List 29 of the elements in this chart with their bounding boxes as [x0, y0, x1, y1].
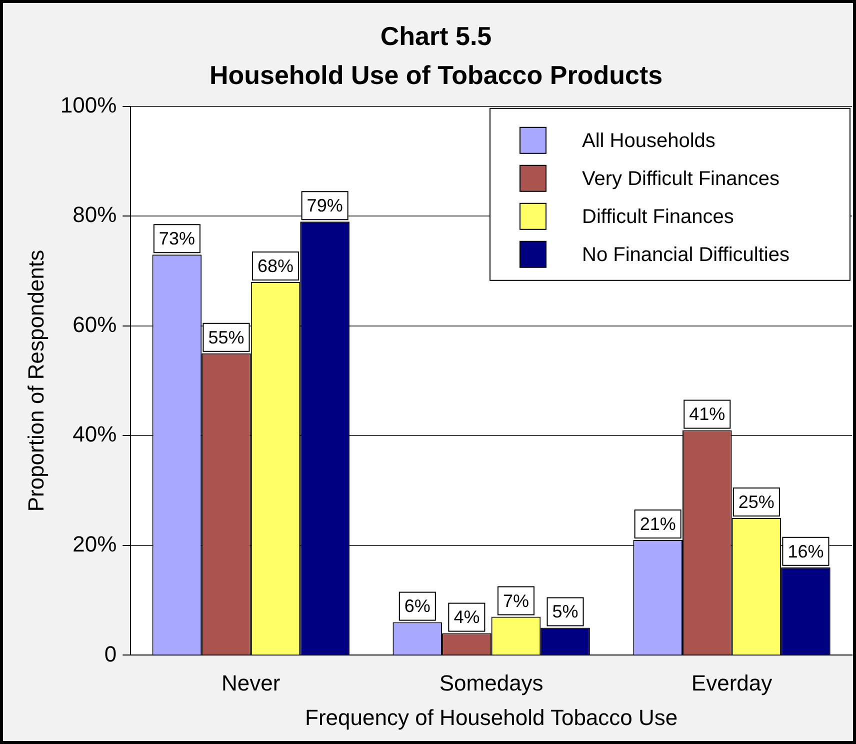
data-label: 21% — [640, 514, 676, 534]
x-tick-label: Never — [222, 670, 280, 696]
legend-label: Very Difficult Finances — [582, 168, 780, 190]
chart-title: Chart 5.5 — [380, 20, 492, 51]
y-tick-label: 60% — [72, 312, 117, 337]
legend-label: Difficult Finances — [582, 206, 734, 228]
legend-label: All Households — [582, 130, 716, 152]
y-tick-label: 80% — [72, 202, 117, 228]
data-label: 16% — [788, 541, 824, 562]
data-label: 68% — [258, 256, 294, 276]
legend-label: No Financial Difficulties — [582, 244, 790, 266]
data-label: 55% — [208, 327, 244, 348]
y-tick-label: 20% — [72, 532, 117, 557]
y-axis-title: Proportion of Respondents — [23, 250, 48, 512]
y-tick-label: 0 — [104, 641, 117, 666]
x-axis-title: Frequency of Household Tobacco Use — [305, 704, 678, 730]
data-label: 4% — [454, 607, 480, 628]
data-label: 7% — [502, 590, 529, 611]
y-tick-label: 40% — [72, 422, 117, 447]
data-label: 5% — [552, 602, 578, 622]
x-tick-label: Everday — [691, 670, 772, 696]
y-tick-label: 100% — [60, 92, 117, 118]
data-label: 41% — [689, 404, 726, 424]
data-label: 25% — [738, 492, 774, 512]
chart-subtitle: Household Use of Tobacco Products — [209, 60, 663, 90]
data-label: 79% — [306, 196, 343, 216]
data-label: 73% — [158, 228, 195, 249]
data-label: 6% — [404, 596, 430, 616]
x-tick-label: Somedays — [439, 670, 544, 696]
